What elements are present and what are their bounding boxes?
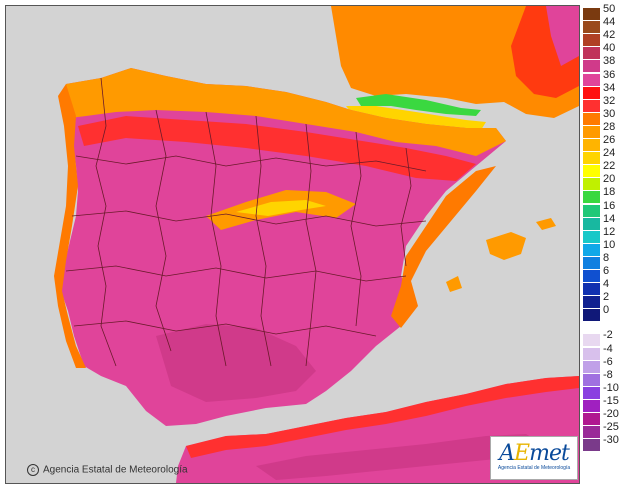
east-coast-band [391,166,496,328]
legend-label: 34 [603,81,616,94]
legend-label: 10 [603,238,616,251]
aemet-logo: AEmet Agencia Estatal de Meteorología [490,436,578,480]
legend-swatch [583,230,600,243]
legend-swatch [583,243,600,256]
legend-label: 20 [603,173,616,186]
legend-label: -2 [603,329,613,342]
legend-label: 2 [603,291,610,304]
legend-label: 32 [603,94,616,107]
africa-coast-band [186,376,579,458]
legend-label: -20 [603,408,619,420]
province-borders [65,77,427,367]
legend-label: 24 [603,147,616,160]
legend-swatch [583,73,600,86]
south-hot-zone [156,324,316,402]
mallorca [486,232,526,260]
pyrenees-cool-band [356,94,481,116]
legend-swatch [583,217,600,230]
legend-swatch [583,8,600,20]
legend-label: -10 [603,381,619,394]
legend-label: -6 [603,355,613,368]
portugal-coast-band [54,84,86,368]
temperature-map [5,5,580,484]
legend-label: 38 [603,55,616,68]
legend-swatch [583,139,600,151]
legend-label: 16 [603,199,616,212]
ibiza [446,276,462,292]
africa-inland-cooler [256,434,546,480]
legend-label: 0 [603,304,610,317]
legend-label: 30 [603,107,616,120]
legend-swatch [583,309,600,322]
legend-label: 8 [603,251,610,264]
legend-swatch [583,204,600,217]
legend-swatch [583,178,600,191]
legend-swatch [583,99,600,112]
legend-swatch [583,373,600,386]
legend-label: 44 [603,16,616,29]
legend-swatch [583,191,600,204]
north-red-band [78,116,476,181]
legend-swatch [583,399,600,412]
legend-swatch [583,125,600,138]
legend-label: 4 [603,278,610,291]
legend-swatch [583,386,600,399]
legend-swatch [583,165,600,178]
legend-label: 18 [603,186,616,199]
legend-swatch [583,439,600,452]
legend-label: -25 [603,421,619,434]
copyright-icon: c [27,464,39,476]
legend-label: 42 [603,29,616,42]
legend-swatch [583,86,600,99]
legend-label: 6 [603,265,610,277]
legend-swatch [583,34,600,47]
legend-label: 40 [603,42,616,55]
legend-swatch [583,112,600,125]
legend-label: 50 [603,3,616,15]
legend-swatch [583,347,600,360]
legend-swatch [583,21,600,34]
legend-label: 12 [603,225,616,238]
legend-swatch [583,334,600,347]
legend-label: 14 [603,212,616,225]
north-coast-band [66,68,506,156]
legend-swatch [583,60,600,73]
legend-label: 36 [603,68,616,81]
legend-label: -30 [603,434,619,447]
legend-label: -8 [603,368,613,381]
map-canvas [6,6,579,483]
copyright-notice: c Agencia Estatal de Meteorología [27,464,188,476]
menorca [536,218,556,230]
logo-mark: AEmet [499,441,570,466]
pyrenees-yellow-band [346,106,486,130]
temperature-legend: 50 44 42 40 38 36 34 32 30 28 26 24 22 20 18 16 14 12 10 8 6… [583,3,627,488]
legend-swatch [583,270,600,282]
logo-subtitle: Agencia Estatal de Meteorología [497,465,571,471]
legend-label: -4 [603,342,613,355]
legend-swatch [583,256,600,269]
legend-label: 28 [603,120,616,133]
legend-swatch [583,426,600,439]
legend-swatch [583,283,600,296]
copyright-text: Agencia Estatal de Meteorología [43,464,188,476]
legend-swatch [583,360,600,373]
legend-label: 26 [603,134,616,146]
legend-label: -15 [603,394,619,407]
legend-swatch [583,296,600,309]
central-ridge-yellow [236,200,326,216]
legend-swatch [583,413,600,425]
legend-swatch [583,152,600,165]
legend-label: 22 [603,160,616,173]
france-very-hot-zone [546,6,579,66]
legend-swatch [583,47,600,60]
